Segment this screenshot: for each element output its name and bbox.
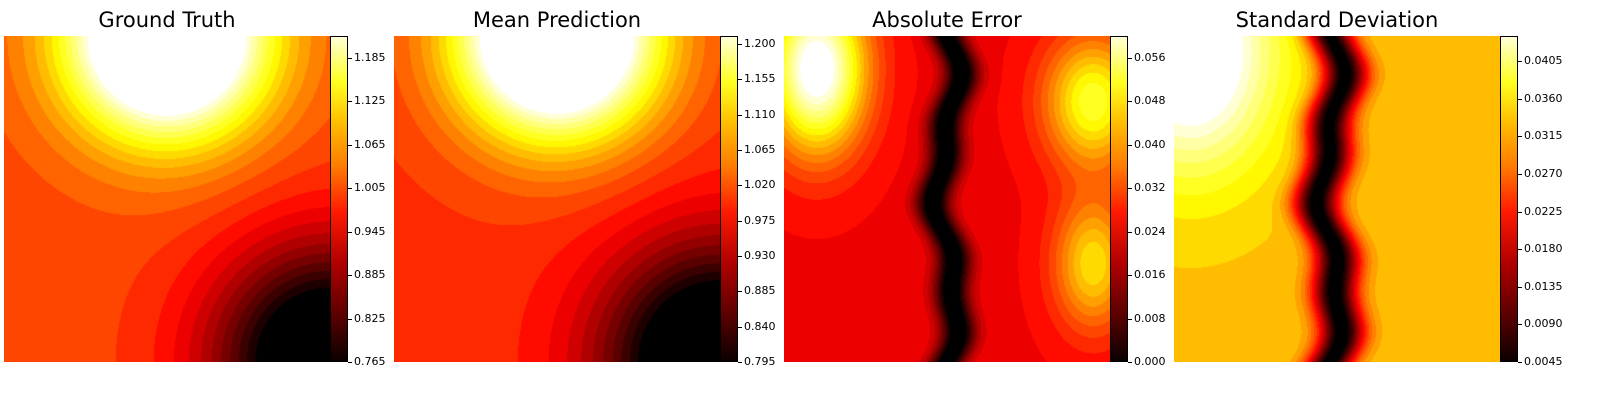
colorbar-tick-label: 0.0225 [1524,204,1563,218]
colorbar-tick-mark [738,185,742,187]
colorbar [1500,36,1518,362]
colorbar-tick-mark [738,114,742,116]
colorbar-tick-label: 0.056 [1134,50,1166,64]
colorbar-tick-label: 0.930 [744,248,776,262]
heatmap-field [4,36,330,362]
colorbar-tick-mark [738,79,742,81]
heatmap-field [394,36,720,362]
colorbar-tick-label: 0.0045 [1524,355,1563,368]
colorbar-tick-mark [1518,211,1522,213]
colorbar-tick-label: 0.885 [354,268,386,282]
colorbar [720,36,738,362]
colorbar-tick-mark [738,149,742,151]
colorbar-tick-label: 1.065 [354,137,386,151]
colorbar-tick-mark [348,318,352,320]
colorbar-tick-mark [1518,362,1522,363]
colorbar-tick-label: 1.200 [744,36,776,50]
chart-title: Mean Prediction [472,8,642,32]
colorbar-tick-label: 0.032 [1134,181,1166,195]
colorbar-tick-mark [348,275,352,277]
colorbar-tick-label: 0.0090 [1524,317,1563,331]
colorbar-tick-label: 0.024 [1134,224,1166,238]
colorbar-tick-mark [738,220,742,222]
colorbar-tick-label: 0.975 [744,213,776,227]
colorbar-tick-label: 0.016 [1134,268,1166,282]
colorbar-tick-label: 0.0180 [1524,242,1563,256]
colorbar-tick-mark [1518,173,1522,175]
colorbar [330,36,348,362]
colorbar-tick-mark [738,43,742,45]
colorbar-tick-mark [1518,286,1522,288]
colorbar-tick-label: 0.0135 [1524,279,1563,293]
colorbar-tick-mark [738,326,742,328]
colorbar-tick-mark [1518,324,1522,326]
heatmap-field [784,36,1110,362]
colorbar-tick-mark [738,362,742,363]
colorbar-tick-label: 0.945 [354,224,386,238]
colorbar-tick-mark [1518,136,1522,138]
colorbar-tick-label: 1.020 [744,178,776,192]
colorbar-tick-label: 1.110 [744,107,776,121]
colorbar-tick-label: 0.840 [744,319,776,333]
colorbar-tick-label: 0.040 [1134,137,1166,151]
chart-title: Ground Truth [98,8,236,32]
colorbar-tick-mark [1128,275,1132,277]
colorbar [1110,36,1128,362]
colorbar-tick-label: 0.0360 [1524,91,1563,105]
colorbar-tick-label: 1.155 [744,72,776,86]
colorbar-tick-label: 0.0315 [1524,129,1563,143]
chart-title: Absolute Error [872,8,1022,32]
colorbar-tick-mark [348,101,352,103]
colorbar-tick-mark [738,291,742,293]
colorbar-tick-label: 0.008 [1134,311,1166,325]
colorbar-tick-mark [348,144,352,146]
colorbar-tick-label: 0.000 [1134,355,1166,368]
colorbar-tick-label: 1.185 [354,50,386,64]
colorbar-tick-mark [1518,61,1522,63]
colorbar-tick-mark [1128,57,1132,59]
colorbar-tick-mark [348,188,352,190]
colorbar-tick-mark [1128,362,1132,363]
colorbar-tick-label: 0.795 [744,355,776,368]
colorbar-tick-label: 1.005 [354,181,386,195]
colorbar-tick-mark [738,255,742,257]
colorbar-tick-label: 0.885 [744,284,776,298]
colorbar-tick-label: 0.0405 [1524,54,1563,68]
colorbar-tick-mark [1128,144,1132,146]
colorbar-tick-mark [1128,318,1132,320]
colorbar-tick-mark [348,362,352,363]
colorbar-tick-label: 0.825 [354,311,386,325]
heatmap-field [1174,36,1500,362]
colorbar-tick-mark [1128,101,1132,103]
colorbar-tick-label: 0.0270 [1524,166,1563,180]
colorbar-tick-mark [1128,188,1132,190]
colorbar-tick-mark [348,57,352,59]
colorbar-tick-label: 1.065 [744,142,776,156]
colorbar-tick-label: 0.048 [1134,94,1166,108]
colorbar-tick-mark [1128,231,1132,233]
colorbar-tick-mark [1518,249,1522,251]
colorbar-tick-label: 1.125 [354,94,386,108]
colorbar-tick-mark [1518,98,1522,100]
colorbar-tick-mark [348,231,352,233]
colorbar-tick-label: 0.765 [354,355,386,368]
chart-title: Standard Deviation [1235,8,1439,32]
